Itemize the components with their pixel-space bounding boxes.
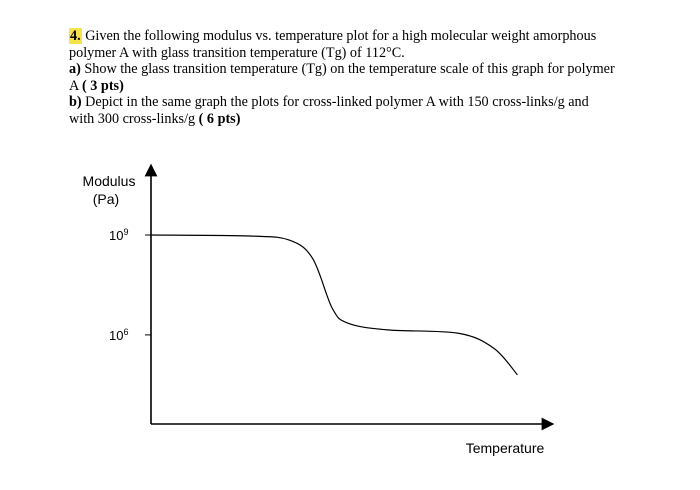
question-text: 4. Given the following modulus vs. tempe… — [69, 28, 659, 128]
part-a-cont: A — [69, 77, 83, 94]
part-a-continued: A ( 3 pts) — [69, 78, 659, 95]
y-tick-label-1: 106 — [109, 327, 128, 343]
part-a-text: Show the glass transition temperature (T… — [80, 61, 615, 78]
part-b-continued: with 300 cross-links/g ( 6 pts) — [69, 111, 659, 128]
question-number: 4. — [69, 28, 82, 44]
part-a-label: a) — [69, 61, 81, 78]
part-b-text: Depict in the same graph the plots for c… — [81, 94, 589, 111]
series-line-polymer-a — [150, 234, 518, 376]
question-line-2: polymer A with glass transition temperat… — [69, 44, 405, 61]
y-axis-label: Modulus — [83, 173, 136, 189]
y-tick-label-0: 109 — [109, 227, 128, 243]
part-b-line: b) Depict in the same graph the plots fo… — [69, 94, 659, 111]
y-ticks: 109 106 — [109, 227, 151, 343]
part-a-line: a) Show the glass transition temperature… — [69, 61, 659, 78]
y-axis-unit: (Pa) — [93, 191, 119, 207]
question-intro: Given the following modulus vs. temperat… — [81, 28, 597, 44]
part-a-points: ( 3 pts) — [82, 77, 124, 94]
part-b-label: b) — [69, 94, 82, 111]
x-axis-label: Temperature — [466, 440, 545, 456]
part-b-cont: with 300 cross-links/g — [69, 110, 199, 127]
part-b-points: ( 6 pts) — [198, 110, 241, 127]
question-line-1: 4. Given the following modulus vs. tempe… — [69, 28, 659, 45]
